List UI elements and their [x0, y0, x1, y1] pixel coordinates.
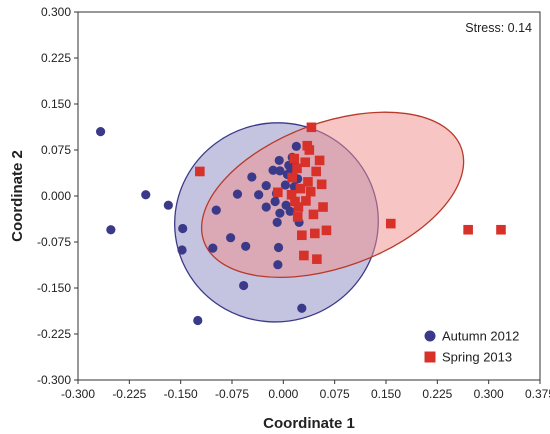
spring-point	[293, 202, 304, 212]
spring-point	[273, 187, 283, 198]
spring-point	[314, 155, 325, 166]
autumn-point	[274, 155, 284, 166]
x-tick-label: -0.075	[215, 387, 249, 401]
spring-point	[316, 179, 327, 190]
spring-point	[300, 157, 311, 168]
autumn-point	[208, 243, 218, 253]
legend: Autumn 2012 Spring 2013	[424, 329, 519, 365]
autumn-point	[291, 141, 301, 151]
spring-point	[318, 202, 328, 212]
axis-ticks: -0.300 -0.225 -0.150 -0.075 0.000 0.075 0.150 0…	[37, 5, 550, 401]
autumn-point	[297, 303, 307, 313]
spring-point	[496, 224, 506, 235]
spring-point	[308, 209, 319, 220]
legend-marker-autumn	[424, 330, 436, 342]
autumn-point	[247, 172, 257, 182]
autumn-point	[226, 233, 236, 243]
y-tick-label: -0.150	[37, 281, 71, 295]
x-tick-label: 0.300	[474, 387, 504, 401]
spring-point	[303, 177, 313, 187]
y-tick-label: -0.300	[37, 373, 71, 387]
spring-point	[290, 196, 300, 207]
y-tick-label: 0.300	[41, 5, 71, 19]
legend-marker-spring	[424, 351, 436, 363]
autumn-point	[275, 166, 285, 176]
autumn-point	[193, 315, 203, 326]
autumn-point	[280, 180, 290, 190]
spring-point	[321, 225, 332, 236]
x-tick-label: -0.150	[164, 387, 198, 401]
x-tick-label: -0.300	[61, 387, 95, 401]
legend-label: Autumn 2012	[442, 329, 519, 344]
spring-point	[297, 230, 307, 241]
autumn-point	[273, 242, 284, 253]
spring-point	[292, 212, 303, 222]
spring-point	[385, 218, 396, 229]
autumn-point	[141, 190, 151, 200]
autumn-point	[232, 189, 243, 199]
autumn-point	[254, 190, 264, 200]
y-tick-label: -0.075	[37, 235, 71, 249]
y-tick-label: 0.075	[41, 143, 71, 157]
autumn-point	[211, 205, 221, 215]
y-axis-title: Coordinate 2	[9, 150, 26, 242]
spring-point	[310, 228, 320, 239]
y-tick-label: 0.150	[41, 97, 71, 111]
autumn-point	[163, 200, 173, 210]
autumn-point	[285, 206, 295, 216]
spring-point	[305, 186, 316, 197]
autumn-point	[241, 241, 251, 251]
x-tick-label: 0.225	[422, 387, 452, 401]
y-tick-label: 0.000	[41, 189, 71, 203]
spring-point	[295, 183, 306, 194]
autumn-point	[268, 165, 278, 175]
spring-point	[299, 250, 309, 261]
spring-point	[311, 166, 321, 177]
autumn-point	[275, 208, 285, 218]
autumn-point	[273, 260, 283, 270]
spring-point	[292, 163, 302, 174]
spring-point	[306, 122, 317, 133]
data-points	[95, 122, 506, 326]
spring-point	[463, 224, 473, 235]
spring-point	[289, 153, 300, 164]
stress-annotation: Stress: 0.14	[465, 21, 532, 35]
autumn-point	[177, 245, 187, 255]
confidence-ellipses	[174, 111, 465, 323]
x-tick-label: 0.375	[525, 387, 550, 401]
spring-point	[287, 172, 298, 183]
autumn-point	[239, 280, 249, 291]
autumn-point	[272, 217, 282, 227]
x-tick-label: 0.150	[371, 387, 401, 401]
autumn-point	[95, 127, 106, 137]
spring-point	[301, 196, 311, 206]
autumn-point	[261, 180, 271, 191]
autumn-point	[178, 223, 188, 234]
x-tick-label: -0.225	[112, 387, 146, 401]
y-tick-label: 0.225	[41, 51, 71, 65]
spring-point	[286, 189, 297, 200]
autumn-point	[106, 225, 116, 235]
x-tick-label: 0.000	[268, 387, 298, 401]
y-tick-label: -0.225	[37, 327, 71, 341]
autumn-point	[261, 202, 271, 212]
x-axis-title: Coordinate 1	[263, 415, 355, 432]
spring-point	[312, 254, 322, 264]
spring-point	[195, 166, 205, 177]
spring-point	[304, 145, 315, 155]
legend-label: Spring 2013	[442, 350, 512, 365]
autumn-point	[270, 196, 280, 207]
x-tick-label: 0.075	[320, 387, 350, 401]
